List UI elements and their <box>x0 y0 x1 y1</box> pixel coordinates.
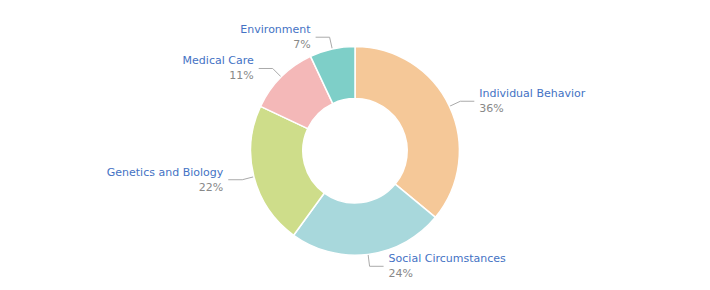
svg-text:Social Circumstances: Social Circumstances <box>389 252 506 265</box>
svg-text:11%: 11% <box>229 69 253 82</box>
svg-text:36%: 36% <box>479 102 503 115</box>
svg-text:24%: 24% <box>389 267 413 280</box>
svg-text:Medical Care: Medical Care <box>183 54 254 67</box>
svg-text:7%: 7% <box>293 38 310 51</box>
svg-text:Individual Behavior: Individual Behavior <box>479 87 585 100</box>
svg-text:22%: 22% <box>199 181 223 194</box>
svg-text:Genetics and Biology: Genetics and Biology <box>107 166 224 179</box>
svg-text:Environment: Environment <box>240 23 311 36</box>
